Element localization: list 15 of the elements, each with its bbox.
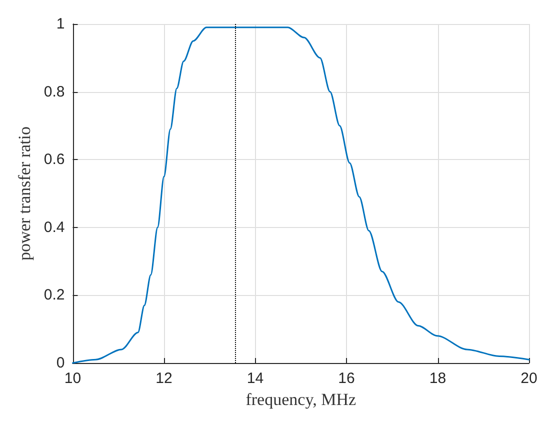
x-axis-title: frequency, MHz xyxy=(246,390,356,409)
x-tick-label: 14 xyxy=(246,370,264,387)
x-tick-label: 12 xyxy=(156,370,172,387)
line-series xyxy=(72,26,530,364)
y-tick-label: 0 xyxy=(56,354,65,372)
x-tick-label: 20 xyxy=(520,370,538,387)
y-tick-label: 0.8 xyxy=(44,83,65,100)
x-tick-label: 16 xyxy=(338,370,355,387)
y-tick-label: 0.4 xyxy=(44,218,65,236)
x-tick-label: 10 xyxy=(64,370,82,387)
y-tick-label: 0.2 xyxy=(44,286,65,304)
y-tick-label: 1 xyxy=(56,16,65,32)
y-tick-label: 0.6 xyxy=(44,151,65,168)
x-tick-label: 18 xyxy=(429,370,446,387)
y-axis-title: power transfer ratio xyxy=(15,126,34,261)
